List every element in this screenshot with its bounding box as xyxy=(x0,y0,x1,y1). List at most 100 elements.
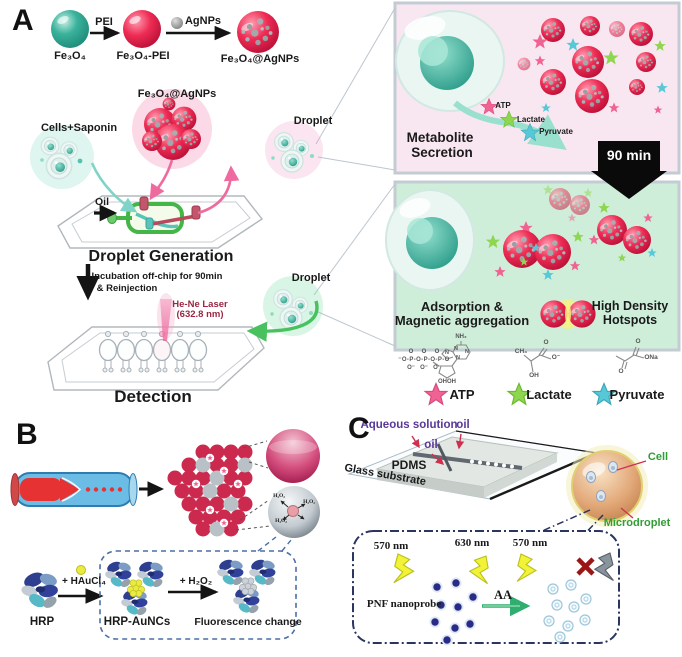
nanoprobe-reaction-box xyxy=(352,530,620,646)
incubation-label-1: Incubation off-chip for 90min xyxy=(91,271,223,282)
cross-channel xyxy=(436,443,453,472)
aqueous-label: Aqueous solution xyxy=(360,419,458,431)
pyruvate-o-bottom: O xyxy=(618,368,624,375)
atp-o2: O xyxy=(421,349,427,355)
detection-chip xyxy=(47,293,265,391)
atp-ohoh: OHOH xyxy=(438,379,456,385)
pyruvate-ona: ONa xyxy=(644,354,658,361)
oil-label-b: oil xyxy=(424,439,438,451)
fe3o4-label: Fe₃O₄ xyxy=(54,50,86,62)
reduced-probe-dots xyxy=(543,579,592,643)
secreting-cell xyxy=(395,10,505,112)
microdroplet-label: Microdroplet xyxy=(603,517,671,529)
h2o2-label-a: H₂O₂ xyxy=(273,493,285,499)
probe-feed-arrow xyxy=(149,159,174,201)
pnf-label: PNF nanoprobe xyxy=(366,598,442,610)
reinjection-arrow xyxy=(246,300,319,342)
droplet-zoom-sphere xyxy=(266,429,320,483)
droplet-top-label: Droplet xyxy=(293,115,333,127)
hotspots-label-2: Hotspots xyxy=(602,313,658,327)
droplet-out-arrow xyxy=(197,165,240,215)
pnf-nanoprobe-dots xyxy=(429,577,479,646)
atp-n4: N xyxy=(456,355,460,361)
microdroplet xyxy=(566,445,648,527)
nm630-label: 630 nm xyxy=(454,537,490,549)
panel-b-label: B xyxy=(16,418,38,451)
laser-label-2: (632.8 nm) xyxy=(176,309,224,320)
hotspots-label-1: High Density xyxy=(591,299,669,313)
nm570-label-a: 570 nm xyxy=(373,540,409,552)
secretion-title-1: Metabolite xyxy=(406,130,474,145)
pdms-slab-side xyxy=(484,453,557,498)
droplet-cluster-top xyxy=(265,121,323,179)
chip-channel-red xyxy=(151,214,197,226)
fe3o4-agnps-aggregate xyxy=(132,89,212,169)
h2o2-label-b: H₂O₂ xyxy=(303,499,315,505)
legend-pyruvate-label: Pyruvate xyxy=(609,387,665,402)
fe3o4-pei-sphere xyxy=(123,10,161,48)
interstitial-stars xyxy=(191,453,243,528)
atp-n1: N xyxy=(454,346,458,352)
fe3o4-pei-label: Fe₃O₄-PEI xyxy=(116,50,170,62)
hrp-protein xyxy=(20,569,59,611)
aggregation-title-1: Adsorption & xyxy=(420,299,504,314)
atp-o1: O xyxy=(408,349,414,355)
legend-atp-label: ATP xyxy=(449,387,475,402)
atp-n3: N xyxy=(445,350,449,356)
laser-label-1: He-Ne Laser xyxy=(172,299,228,310)
lactate-ch3: CH₃ xyxy=(514,348,528,355)
secretion-pyruvate-label: Pyruvate xyxy=(539,127,573,136)
droplet-bottom-label: Droplet xyxy=(291,272,331,284)
hotspot-glow xyxy=(565,301,571,327)
aa-label: AA xyxy=(493,588,513,602)
pyruvate-o-top: O xyxy=(635,338,641,345)
fe3o4-agnps-label: Fe₃O₄@AgNPs xyxy=(220,53,300,65)
hrp-auncs-label: HRP-AuNCs xyxy=(103,616,171,628)
cells-saponin-label: Cells+Saponin xyxy=(40,122,118,134)
lactate-o: O xyxy=(543,339,549,346)
cell-label: Cell xyxy=(647,451,669,463)
fe3o4-sphere xyxy=(51,10,89,48)
fluorescence-label: Fluorescence change xyxy=(194,616,302,628)
droplet-generation-chip xyxy=(57,195,264,249)
cells-saponin-cluster xyxy=(30,125,94,189)
channel-droplets xyxy=(470,459,514,469)
secretion-lactate-label: Lactate xyxy=(516,115,546,124)
no-emission-x xyxy=(576,557,595,576)
secretion-title-2: Secretion xyxy=(411,145,473,160)
detection-label: Detection xyxy=(114,387,192,406)
atp-om3: O⁻ xyxy=(433,365,441,371)
atp-om1: O⁻ xyxy=(407,365,415,371)
atp-nh2: NH₂ xyxy=(455,334,467,340)
timer-label: 90 min xyxy=(606,147,652,163)
aggregation-cell xyxy=(385,189,475,291)
droplet-cells xyxy=(586,461,618,502)
atp-o3: O xyxy=(434,349,440,355)
inlet-red-top xyxy=(139,196,149,211)
atp-om2: O⁻ xyxy=(420,365,428,371)
pdms-slab-front xyxy=(377,469,484,498)
fe3o4-agnps-sphere xyxy=(237,11,279,54)
lactate-oh: OH xyxy=(529,372,539,379)
incubation-label-2: & Reinjection xyxy=(96,283,158,294)
h2o2-arrow-label: + H₂O₂ xyxy=(179,576,213,587)
quenched-complex xyxy=(216,557,277,615)
panel-a-label: A xyxy=(12,4,34,37)
secretion-atp-label: ATP xyxy=(495,101,511,110)
atp-chain: ⁻O-P-O-P-O-P-O xyxy=(398,357,450,363)
nanoprobe-label: Fe₃O₄@AgNPs xyxy=(137,88,217,100)
oil-label-a: oil xyxy=(456,419,470,431)
chem-structures xyxy=(432,341,645,379)
capillary-device xyxy=(10,472,138,507)
pei-label: PEI xyxy=(95,16,113,28)
reaction-dashed-box xyxy=(99,536,297,640)
agnps-label: AgNPs xyxy=(184,15,222,27)
droplet-generation-label: Droplet Generation xyxy=(88,248,234,265)
hotspot-pair xyxy=(540,299,596,329)
pdms-label: PDMS xyxy=(391,458,427,472)
laser-beam xyxy=(160,299,172,341)
atp-n2: N xyxy=(465,349,469,355)
legend-atp-star xyxy=(424,382,448,405)
